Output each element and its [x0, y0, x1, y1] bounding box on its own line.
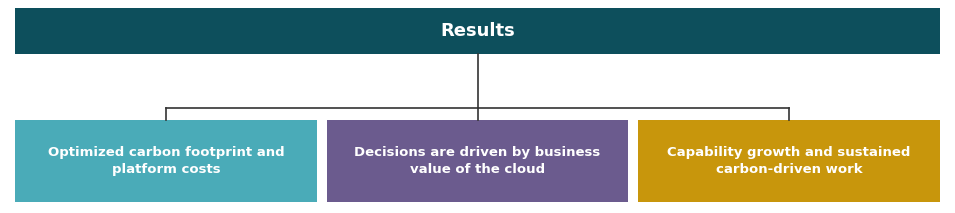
FancyBboxPatch shape — [638, 120, 940, 202]
FancyBboxPatch shape — [327, 120, 628, 202]
Text: Decisions are driven by business
value of the cloud: Decisions are driven by business value o… — [354, 146, 601, 176]
Text: Optimized carbon footprint and
platform costs: Optimized carbon footprint and platform … — [48, 146, 285, 176]
Text: Results: Results — [440, 22, 515, 40]
FancyBboxPatch shape — [15, 120, 317, 202]
FancyBboxPatch shape — [15, 8, 940, 54]
Text: Capability growth and sustained
carbon-driven work: Capability growth and sustained carbon-d… — [668, 146, 911, 176]
